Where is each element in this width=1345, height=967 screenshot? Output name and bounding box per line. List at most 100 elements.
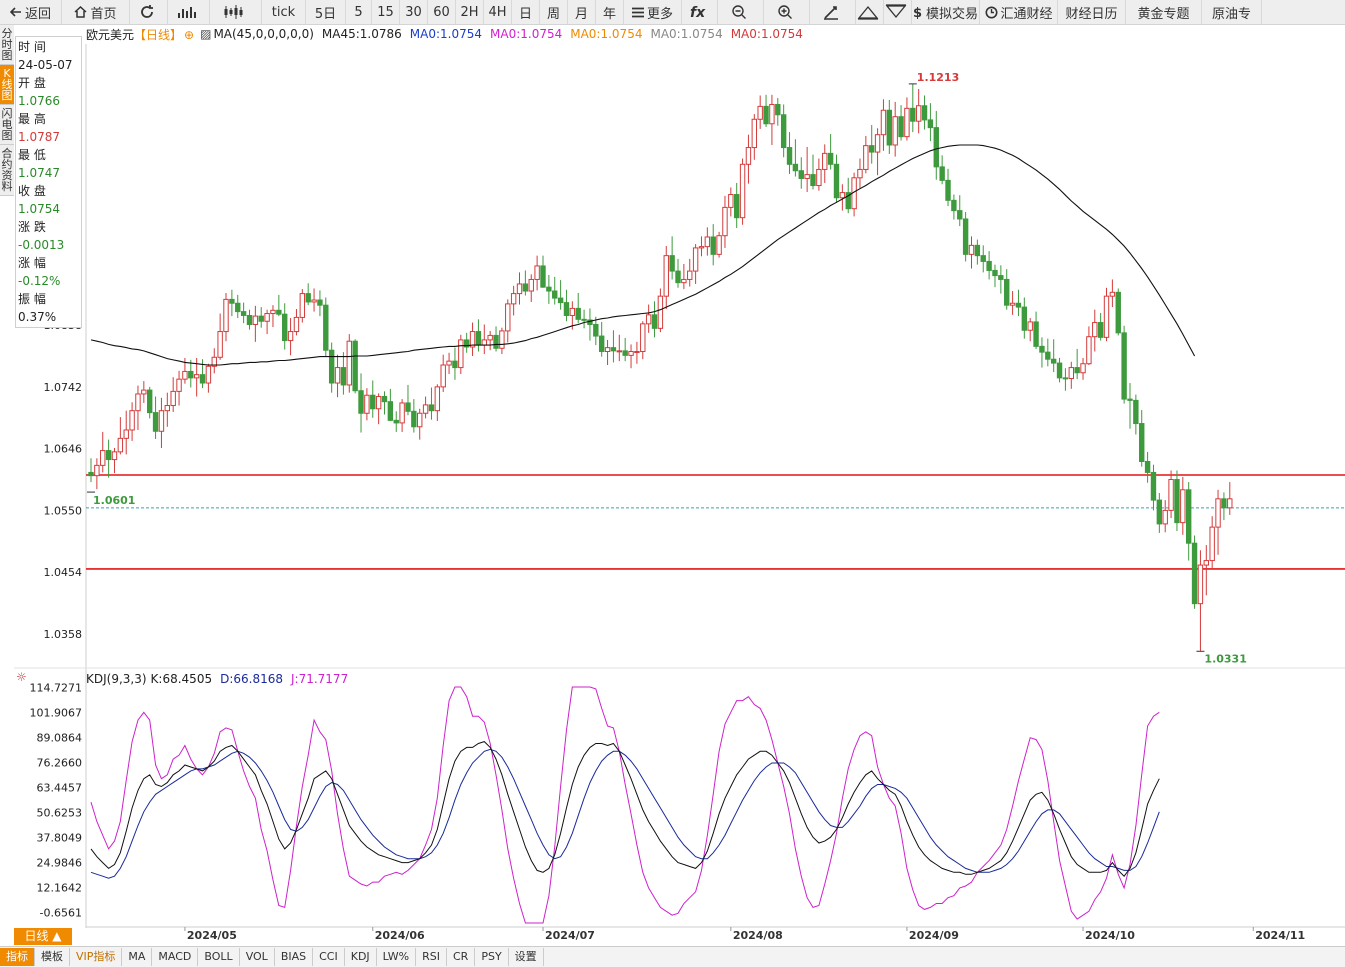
indicator-tab[interactable]: PSY [475, 948, 509, 966]
candle-body [276, 309, 282, 315]
candle-body [780, 114, 787, 149]
candle-body [927, 119, 934, 129]
indicator-tab[interactable]: MA [122, 948, 153, 966]
indicator-tab[interactable]: CCI [313, 948, 345, 966]
open-value: 1.0766 [18, 94, 60, 108]
candle-body [640, 323, 646, 352]
period-button[interactable]: 日线 ▲ [14, 928, 72, 945]
candle-body [792, 163, 799, 172]
toolbar-item-7[interactable]: 5 [346, 0, 372, 24]
kdj-tick-label: -0.6561 [40, 907, 82, 920]
candle-body [775, 103, 781, 116]
candle-body [739, 163, 746, 219]
indicator-tab[interactable]: KDJ [345, 948, 377, 966]
toolbar-item-19[interactable] [718, 0, 764, 24]
indicator-tab[interactable]: BIAS [275, 948, 314, 966]
indicator-tab[interactable]: RSI [416, 948, 447, 966]
candle-body [675, 270, 681, 284]
toolbar-item-13[interactable]: 日 [512, 0, 540, 24]
indicator-tab[interactable]: 指标 [0, 948, 35, 966]
candle-body [1215, 498, 1221, 528]
candle-body [94, 464, 100, 477]
toolbar-label: 日 [518, 6, 532, 22]
toolbar-item-4[interactable] [210, 0, 262, 24]
kdj-tick-label: 114.7271 [30, 681, 83, 694]
kdj-tick-label: 89.0864 [37, 732, 83, 745]
candle-body [1139, 423, 1145, 463]
toolbar-item-8[interactable]: 15 [372, 0, 400, 24]
candle-body [886, 109, 893, 146]
indicator-tab[interactable]: LW% [377, 948, 417, 966]
toolbar-item-24[interactable]: $ 模拟交易 [912, 0, 980, 24]
indicator-tab[interactable]: VIP指标 [70, 948, 123, 966]
ma-settings-icon[interactable]: ▨ [200, 27, 212, 41]
indicator-tab[interactable]: 模板 [35, 948, 70, 966]
toolbar-item-3[interactable] [168, 0, 210, 24]
toolbar-item-22[interactable] [856, 0, 884, 24]
candle-body [105, 450, 112, 461]
toolbar-item-18[interactable]: fx [682, 0, 718, 24]
price-tick-label: 1.0646 [44, 443, 83, 456]
toolbar-item-12[interactable]: 4H [484, 0, 512, 24]
candle-body [364, 394, 370, 414]
toolbar-item-15[interactable]: 月 [568, 0, 596, 24]
kdj-settings-icon[interactable]: ☼ [16, 670, 27, 684]
candle-body [833, 163, 840, 199]
indicator-tab[interactable]: MACD [152, 948, 199, 966]
indicator-tab[interactable]: BOLL [198, 948, 240, 966]
zoom-out-icon [731, 4, 750, 20]
kline-chart[interactable]: 1.08381.07421.06461.05501.04541.0358114.… [0, 0, 1345, 946]
toolbar-item-1[interactable]: 首页 [62, 0, 130, 24]
toolbar-item-0[interactable]: 返回 [0, 0, 62, 24]
toolbar-item-17[interactable]: 更多 [624, 0, 682, 24]
toolbar-item-9[interactable]: 30 [400, 0, 428, 24]
side-tab[interactable]: 闪电图 [0, 105, 14, 145]
candle-body [663, 255, 669, 297]
candle-body [240, 311, 247, 316]
toolbar-item-23[interactable] [884, 0, 912, 24]
toolbar-item-27[interactable]: 黄金专题 [1126, 0, 1202, 24]
candle-body [1097, 322, 1104, 338]
indicator-tab[interactable]: VOL [240, 948, 275, 966]
indicator-tab[interactable]: CR [447, 948, 476, 966]
candle-body [1174, 479, 1180, 524]
candle-body [628, 350, 634, 356]
toolbar-item-16[interactable]: 年 [596, 0, 624, 24]
candle-body [252, 315, 259, 325]
settings-icon[interactable]: ⊕ [184, 27, 195, 42]
candle-body [910, 107, 916, 122]
candle-body [469, 331, 476, 348]
x-tick-label: 2024/10 [1085, 929, 1135, 942]
toolbar-item-28[interactable]: 原油专 [1202, 0, 1262, 24]
kdj-legend: KDJ(9,3,3) K:68.4505 D:66.8168 J:71.7177 [86, 670, 356, 688]
side-tab[interactable]: K线图 [0, 65, 14, 105]
candle-body [874, 134, 881, 153]
candle-body [111, 451, 118, 461]
period-name[interactable]: 【日线】 [134, 27, 183, 42]
candle-body [898, 116, 904, 138]
candle-body [957, 210, 963, 220]
candle-body [152, 412, 159, 432]
candle-body [170, 390, 176, 407]
toolbar-item-20[interactable] [764, 0, 810, 24]
candle-body [734, 194, 740, 219]
toolbar-item-5[interactable]: tick [262, 0, 306, 24]
toolbar-item-10[interactable]: 60 [428, 0, 456, 24]
toolbar-item-11[interactable]: 2H [456, 0, 484, 24]
toolbar-item-6[interactable]: 5日 [306, 0, 346, 24]
toolbar-item-2[interactable] [130, 0, 168, 24]
toolbar-item-25[interactable]: 汇通财经 [980, 0, 1058, 24]
side-tab[interactable]: 合约资料 [0, 145, 14, 196]
toolbar-item-26[interactable]: 财经日历 [1058, 0, 1126, 24]
candle-body [1103, 295, 1110, 338]
toolbar-item-21[interactable] [810, 0, 856, 24]
side-tab[interactable]: 分时图 [0, 25, 14, 65]
candle-body [669, 255, 675, 272]
indicator-tab[interactable]: 设置 [509, 948, 544, 966]
ma45-value: MA45:1.0786 [321, 27, 402, 41]
toolbar-item-14[interactable]: 周 [540, 0, 568, 24]
candle-body [745, 147, 752, 165]
kdj-name: KDJ(9,3,3) [86, 672, 147, 686]
candle-body [839, 192, 846, 199]
candle-body [399, 402, 405, 424]
